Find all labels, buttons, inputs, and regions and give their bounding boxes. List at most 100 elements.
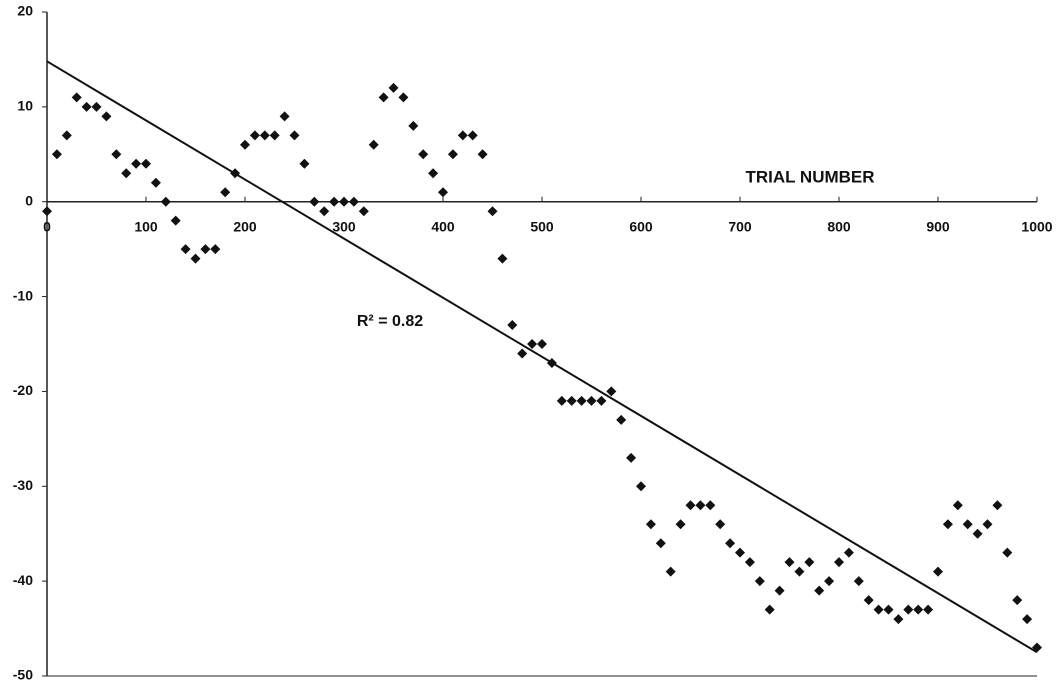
point [259, 130, 270, 141]
point [71, 92, 82, 103]
point [81, 101, 92, 112]
point [893, 614, 904, 625]
point [358, 206, 369, 217]
point [814, 585, 825, 596]
point [249, 130, 260, 141]
point [774, 585, 785, 596]
point [368, 139, 379, 150]
point [735, 547, 745, 558]
point [438, 187, 448, 198]
x-tick-label: 900 [926, 218, 950, 234]
point [477, 149, 488, 160]
point [418, 149, 429, 160]
point [764, 604, 775, 615]
point [200, 244, 211, 255]
point [101, 111, 112, 122]
point [497, 253, 508, 264]
point [616, 414, 627, 425]
y-tick-label: 0 [25, 192, 33, 208]
point [457, 130, 468, 141]
point [1022, 614, 1033, 625]
point [240, 139, 250, 150]
point [725, 538, 736, 549]
point [230, 168, 241, 179]
y-tick-label: 10 [17, 98, 33, 114]
point [685, 500, 696, 511]
point [834, 557, 844, 568]
point [289, 130, 300, 141]
point [61, 130, 72, 141]
point [804, 557, 815, 568]
point [428, 168, 439, 179]
point [220, 187, 231, 198]
point [962, 519, 973, 530]
point [576, 395, 587, 406]
point [992, 500, 1003, 511]
point [190, 253, 201, 264]
point [319, 206, 330, 217]
x-tick-label: 100 [134, 218, 158, 234]
annotation: R² = 0.82 [357, 313, 423, 330]
x-tick-label: 800 [827, 218, 851, 234]
point [160, 196, 171, 207]
point [843, 547, 854, 558]
point [913, 604, 924, 615]
point [1032, 642, 1042, 653]
point [665, 566, 676, 577]
point [91, 101, 102, 112]
point [517, 348, 528, 359]
y-tick-label: -50 [13, 667, 33, 683]
point [487, 206, 498, 217]
point [447, 149, 458, 160]
point [645, 519, 656, 530]
point [972, 528, 983, 539]
point [705, 500, 716, 511]
point [309, 196, 320, 207]
point [339, 196, 349, 207]
point [1012, 595, 1023, 606]
point [675, 519, 686, 530]
x-tick-label: 200 [233, 218, 257, 234]
point [546, 357, 557, 368]
x-tick-label: 400 [431, 218, 455, 234]
point [150, 177, 161, 188]
x-tick-label: 300 [332, 218, 356, 234]
point [269, 130, 280, 141]
point [51, 149, 62, 160]
point [141, 158, 151, 169]
point [883, 604, 894, 615]
y-tick-label: 20 [17, 3, 33, 19]
point [329, 196, 340, 207]
x-tick-label: 600 [629, 218, 653, 234]
point [923, 604, 934, 615]
x-tick-label: 700 [728, 218, 752, 234]
point [626, 452, 637, 463]
point [606, 386, 617, 397]
x-axis-label: TRIAL NUMBER [745, 167, 874, 186]
point [170, 215, 181, 226]
point [299, 158, 310, 169]
point [566, 395, 577, 406]
point [655, 538, 666, 549]
point [121, 168, 132, 179]
point [408, 120, 419, 131]
point [873, 604, 884, 615]
point [695, 500, 706, 511]
y-tick-label: -10 [13, 287, 33, 303]
point [556, 395, 567, 406]
point [853, 576, 864, 587]
point [933, 566, 943, 577]
point [952, 500, 963, 511]
point [1002, 547, 1013, 558]
point [784, 557, 795, 568]
point [824, 576, 835, 587]
point [903, 604, 914, 615]
point [111, 149, 122, 160]
point [982, 519, 993, 530]
x-tick-label: 1000 [1021, 218, 1052, 234]
point [388, 82, 399, 93]
x-tick-label: 0 [43, 218, 51, 234]
point [348, 196, 359, 207]
point [715, 519, 726, 530]
